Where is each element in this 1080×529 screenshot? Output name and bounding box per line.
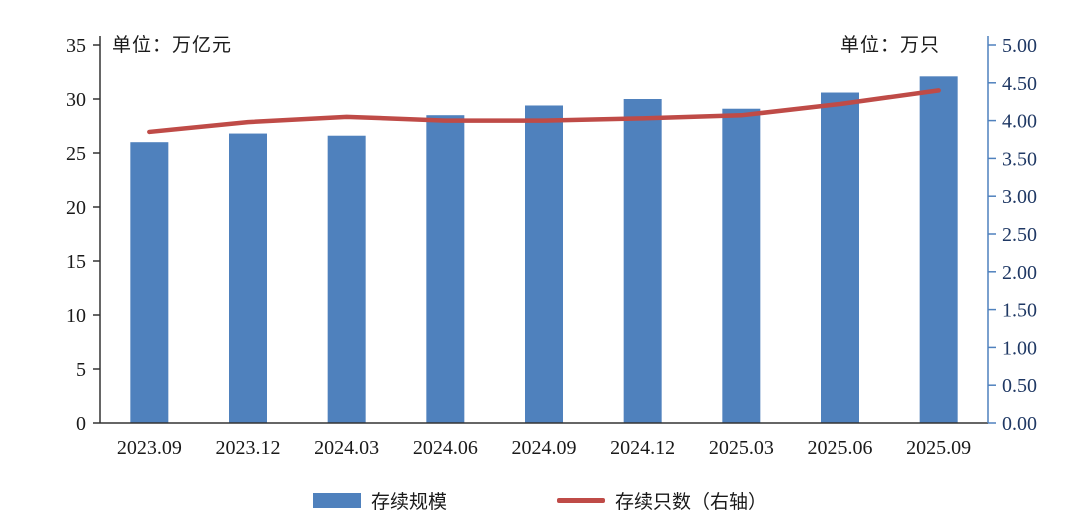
right-axis-tick-label: 0.50 [1002,375,1037,397]
left-axis-unit-label: 单位：万亿元 [112,35,233,56]
right-axis-tick-label: 1.50 [1002,300,1037,322]
left-axis-tick-label: 0 [76,413,86,435]
x-axis-category-label: 2023.09 [117,437,182,459]
left-axis-tick-label: 35 [66,35,86,57]
legend-item-line: 存续只数（右轴） [557,487,767,514]
left-axis-tick-label: 15 [66,251,86,273]
left-axis-tick-label: 20 [66,197,86,219]
bar [623,99,662,423]
left-axis-tick-label: 10 [66,305,86,327]
left-axis-tick-label: 25 [66,143,86,165]
legend-line-label: 存续只数（右轴） [615,491,768,513]
legend: 存续规模 存续只数（右轴） [0,478,1080,522]
x-axis-category-label: 2025.03 [709,437,774,459]
legend-line-swatch [557,497,605,503]
bar [130,142,169,423]
x-axis-category-label: 2024.03 [314,437,379,459]
x-axis-category-label: 2024.06 [413,437,478,459]
legend-item-bar: 存续规模 [312,487,447,514]
bar [426,115,465,423]
left-axis-tick-label: 5 [76,359,86,381]
x-axis-category-label: 2025.09 [906,437,971,459]
x-axis-category-label: 2024.12 [610,437,675,459]
x-axis-category-label: 2023.12 [216,437,281,459]
right-axis-tick-label: 3.50 [1002,148,1037,170]
x-axis-category-label: 2025.06 [808,437,873,459]
right-axis-tick-label: 4.50 [1002,73,1037,95]
bar [722,108,761,423]
x-axis-category-label: 2024.09 [512,437,577,459]
right-axis-tick-label: 2.00 [1002,262,1037,284]
bar [525,105,563,423]
right-axis-tick-label: 4.00 [1002,111,1037,133]
right-axis-tick-label: 1.00 [1002,337,1037,359]
right-axis-tick-label: 2.50 [1002,224,1037,246]
right-axis-tick-label: 5.00 [1002,35,1037,57]
bar-line-chart: 2023.09 2023.12 2024.03 2024.06 2024.09 2024.… [66,35,1037,459]
left-axis-tick-label: 30 [66,89,86,111]
right-axis-tick-label: 3.00 [1002,186,1037,208]
legend-bar-swatch [312,492,361,508]
bar [229,133,267,423]
bar [821,92,859,424]
right-axis-tick-label: 0.00 [1002,413,1037,435]
line-series [147,88,941,135]
legend-bar-label: 存续规模 [370,491,447,513]
bar [919,76,958,423]
bar [327,135,366,423]
right-axis-unit-label: 单位：万只 [840,35,941,56]
